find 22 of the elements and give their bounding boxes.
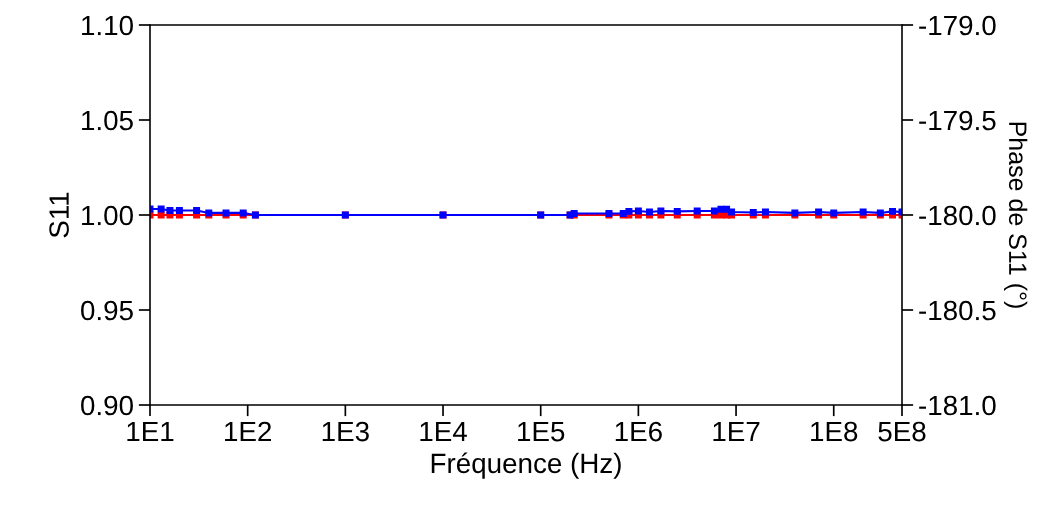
y2-tick-label: -179.5 [919, 110, 996, 131]
y-tick-label: 1.10 [82, 15, 133, 36]
x-tick-label: 1E1 [127, 421, 174, 442]
y2-tick-label: -181.0 [919, 395, 996, 416]
y2-tick-label: -179.0 [919, 15, 996, 36]
y2-tick-label: -180.0 [919, 205, 996, 226]
x-tick-label: 1E7 [713, 421, 760, 442]
y-tick-label: 0.95 [81, 300, 133, 321]
x-tick-label: 1E2 [225, 421, 271, 442]
y-tick-label: 1.00 [82, 205, 133, 226]
y2-tick-label: -180.5 [919, 300, 996, 321]
x-tick-label: 1E6 [615, 421, 662, 442]
y-tick-label: 0.90 [81, 395, 133, 416]
x-tick-label: 5E8 [878, 421, 926, 442]
x-tick-label: 1E5 [518, 421, 565, 442]
y-tick-label: 1.05 [82, 110, 133, 131]
x-tick-label: 1E4 [420, 421, 467, 442]
x-tick-label: 1E8 [811, 421, 858, 442]
y2-axis-title: Phase de S11 (°) [1003, 122, 1028, 308]
x-axis-title: Fréquence (Hz) [431, 452, 621, 479]
y-axis-title: S11 [49, 192, 69, 238]
x-tick-label: 1E3 [322, 421, 369, 442]
